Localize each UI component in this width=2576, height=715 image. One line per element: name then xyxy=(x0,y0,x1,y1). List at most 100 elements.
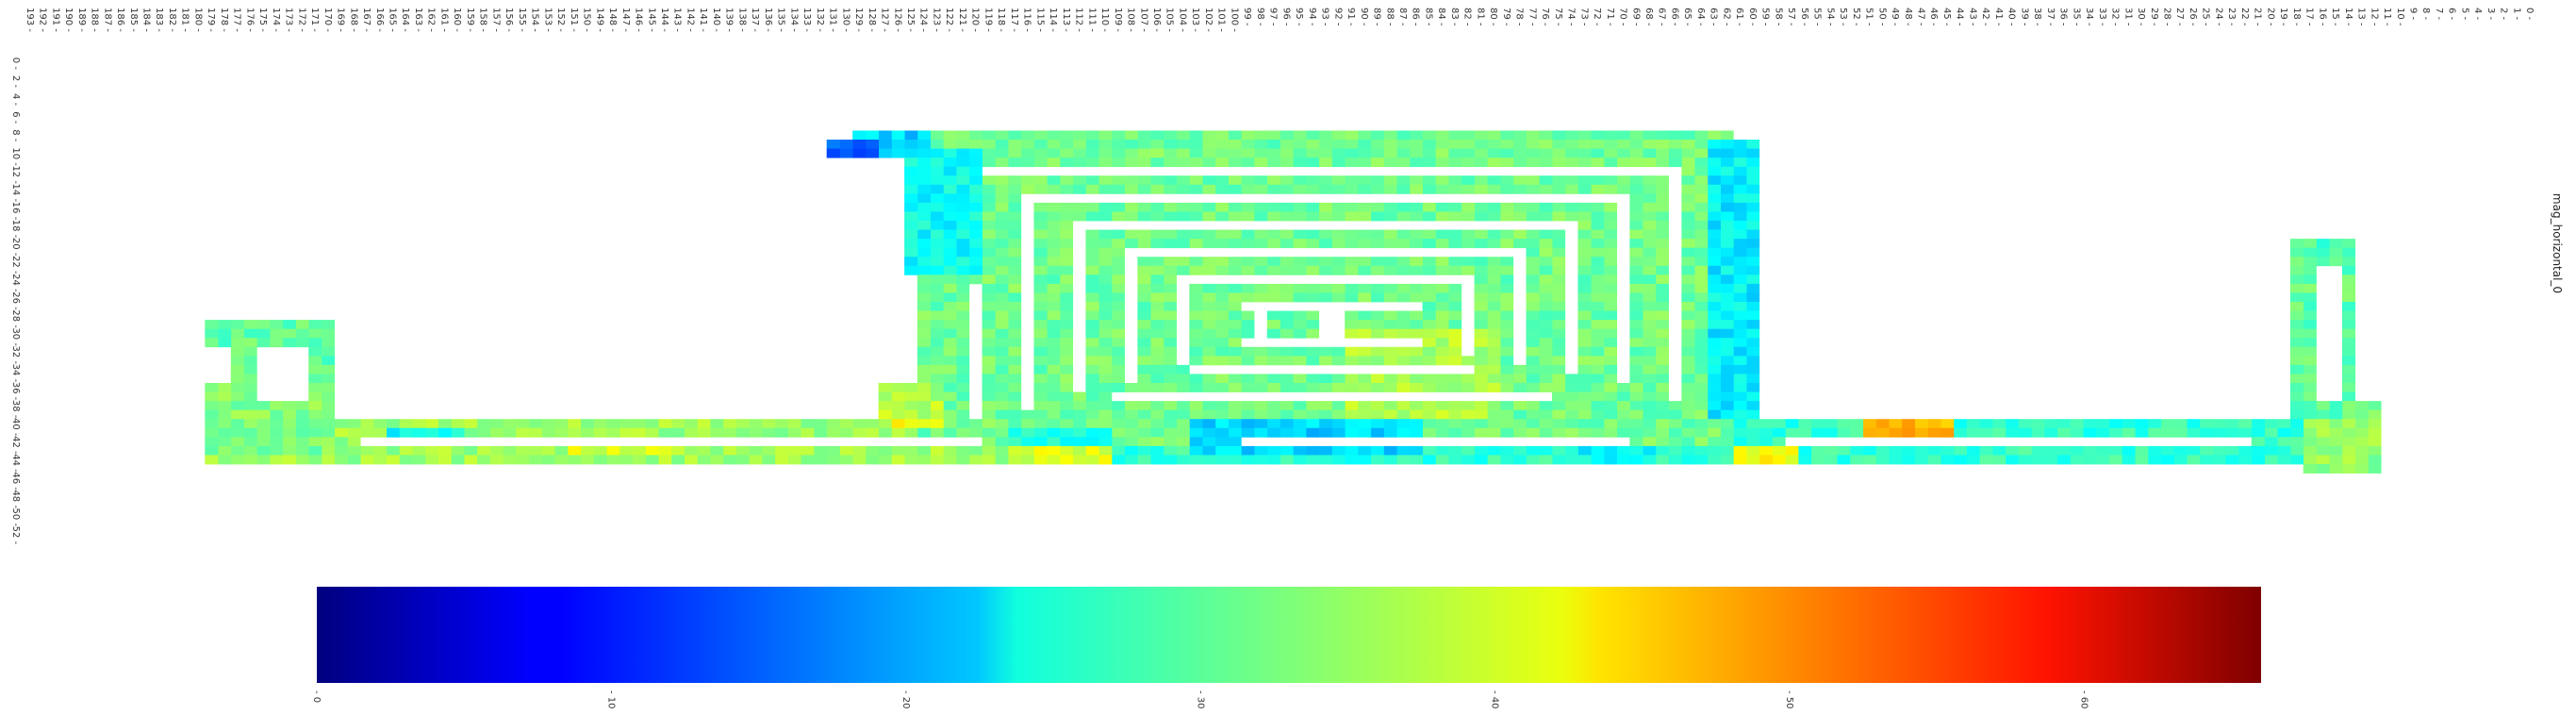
heatmap-cell xyxy=(1435,257,1449,267)
heatmap-cell xyxy=(1577,292,1592,303)
heatmap-cell xyxy=(1435,320,1449,330)
heatmap-cell xyxy=(1526,455,1540,465)
x-tick-label: 101 - xyxy=(1216,8,1227,32)
heatmap-cell xyxy=(982,265,996,275)
heatmap-cell xyxy=(1111,356,1126,366)
heatmap-cell xyxy=(1512,158,1527,168)
heatmap-cell xyxy=(1655,455,1670,465)
heatmap-cell xyxy=(904,257,918,267)
heatmap-cell xyxy=(1694,247,1709,258)
heatmap-cell xyxy=(205,320,219,330)
heatmap-cell xyxy=(1059,356,1074,366)
heatmap-cell xyxy=(1707,356,1721,366)
x-tick-label: 4 - xyxy=(2472,8,2483,21)
heatmap-cell xyxy=(1655,274,1670,285)
heatmap-cell xyxy=(1409,292,1424,303)
heatmap-cell xyxy=(218,409,232,420)
heatmap-cell xyxy=(1629,292,1643,303)
heatmap-cell xyxy=(2341,310,2356,321)
heatmap-cell xyxy=(1383,374,1397,384)
heatmap-cell xyxy=(1033,437,1048,447)
heatmap-cell xyxy=(801,427,815,438)
heatmap-cell xyxy=(1318,283,1332,293)
heatmap-cell xyxy=(762,455,776,465)
heatmap-cell xyxy=(722,419,736,429)
heatmap-cell xyxy=(1163,419,1178,429)
heatmap-cell xyxy=(1901,419,1916,429)
heatmap-cell xyxy=(1551,140,1566,149)
heatmap-cell xyxy=(1357,346,1372,357)
heatmap-cell xyxy=(1111,383,1126,392)
heatmap-cell xyxy=(1033,364,1048,374)
heatmap-cell xyxy=(1137,374,1151,384)
heatmap-cell xyxy=(1526,356,1540,366)
heatmap-cell xyxy=(1241,419,1255,429)
heatmap-cell xyxy=(580,445,594,456)
heatmap-cell xyxy=(1280,401,1294,411)
heatmap-cell xyxy=(943,158,957,168)
heatmap-cell xyxy=(1448,229,1462,240)
x-tick-label: 126 - xyxy=(892,8,902,32)
heatmap-cell xyxy=(1746,356,1760,366)
heatmap-cell xyxy=(982,328,996,339)
heatmap-cell xyxy=(1345,202,1359,212)
heatmap-cell xyxy=(1603,364,1618,374)
heatmap-cell xyxy=(347,445,361,456)
heatmap-cell xyxy=(930,202,944,212)
heatmap-cell xyxy=(1500,455,1514,465)
heatmap-cell xyxy=(1474,274,1488,285)
heatmap-cell xyxy=(2303,409,2317,420)
heatmap-cell xyxy=(1733,445,1747,456)
heatmap-cell xyxy=(1241,328,1255,339)
heatmap-cell xyxy=(839,427,853,438)
heatmap-cell xyxy=(1137,437,1151,447)
heatmap-cell xyxy=(1435,158,1449,168)
heatmap-cell xyxy=(995,419,1009,429)
heatmap-cell xyxy=(1137,158,1151,168)
heatmap-cell xyxy=(1746,257,1760,267)
heatmap-cell xyxy=(1370,148,1384,158)
heatmap-cell xyxy=(956,140,970,149)
heatmap-cell xyxy=(904,211,918,222)
heatmap-cell xyxy=(1266,130,1280,141)
heatmap-cell xyxy=(2316,437,2330,447)
heatmap-cell xyxy=(1228,130,1242,141)
heatmap-cell xyxy=(1280,175,1294,186)
heatmap-cell xyxy=(1577,419,1592,429)
heatmap-cell xyxy=(943,455,957,465)
heatmap-cell xyxy=(282,427,296,438)
heatmap-cell xyxy=(1214,302,1229,311)
heatmap-cell xyxy=(1448,257,1462,267)
heatmap-cell xyxy=(1293,265,1307,275)
heatmap-cell xyxy=(308,391,322,402)
heatmap-cell xyxy=(2341,364,2356,374)
heatmap-cell xyxy=(1293,292,1307,303)
heatmap-cell xyxy=(904,140,918,149)
heatmap-cell xyxy=(1214,320,1229,330)
x-tick-label: 130 - xyxy=(840,8,850,32)
heatmap-cell xyxy=(1435,383,1449,392)
heatmap-cell xyxy=(1098,229,1113,240)
heatmap-cell xyxy=(1163,184,1178,194)
heatmap-cell xyxy=(1293,158,1307,168)
heatmap-cell xyxy=(1643,184,1657,194)
heatmap-cell xyxy=(1564,445,1578,456)
heatmap-cell xyxy=(1085,283,1099,293)
heatmap-cell xyxy=(1591,445,1605,456)
heatmap-cell xyxy=(1551,184,1566,194)
heatmap-cell xyxy=(916,409,931,420)
colorbar-tick-label: - 20 xyxy=(900,690,911,709)
heatmap-cell xyxy=(2095,455,2110,465)
heatmap-cell xyxy=(1487,274,1501,285)
heatmap-cell xyxy=(2289,391,2304,402)
heatmap-cell xyxy=(1643,130,1657,141)
heatmap-cell xyxy=(1448,427,1462,438)
heatmap-cell xyxy=(1564,148,1578,158)
heatmap-cell xyxy=(2251,437,2265,447)
heatmap-cell xyxy=(2316,445,2330,456)
x-tick-label: 88 - xyxy=(1384,8,1395,26)
heatmap-cell xyxy=(943,302,957,311)
heatmap-cell xyxy=(230,401,244,411)
heatmap-cell xyxy=(1189,302,1203,311)
heatmap-cell xyxy=(1707,310,1721,321)
